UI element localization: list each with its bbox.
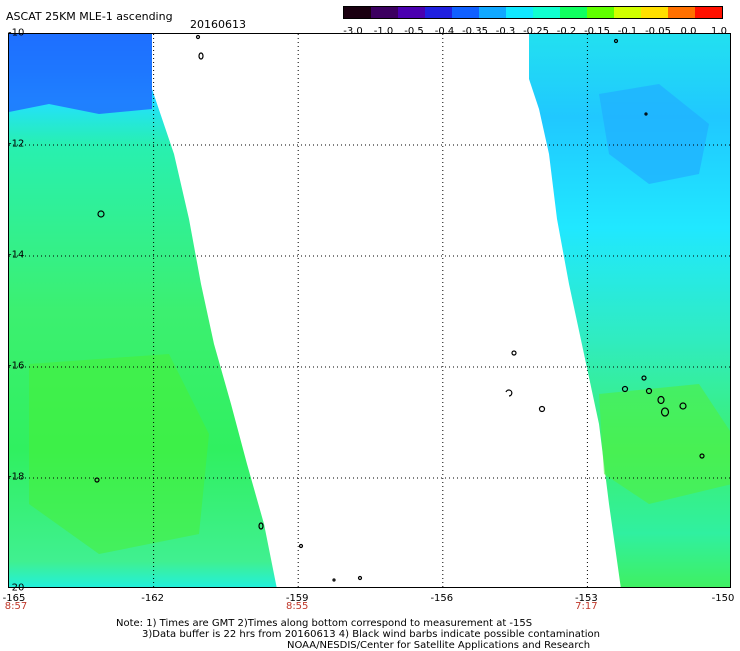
note-line-2: 3)Data buffer is 22 hrs from 20160613 4)… [142,629,600,640]
time-label: 8:55 [285,601,309,612]
longitude-label: -162 [141,593,164,604]
map-svg [9,34,730,587]
colorbar-swatch [398,7,425,18]
colorbar-label: -0.4 [434,26,455,37]
time-label: 8:57 [4,601,28,612]
island-outlines [94,34,705,582]
colorbar-swatch [425,7,452,18]
colorbar-label: -3.0 [343,26,363,37]
colorbar-label: -0.3 [495,26,516,37]
left-swath-blue-patch [9,34,152,114]
colorbar-swatch [641,7,668,18]
longitude-label: -156 [430,593,454,604]
map-date: 20160613 [190,18,246,31]
colorbar-swatch [344,7,371,18]
latitude-label: -20 [8,582,25,594]
longitude-label: -165 [2,593,26,604]
map-plot [8,33,731,588]
grid-lines [9,34,730,587]
colorbar-swatch [668,7,695,18]
colorbar-label: 0.0 [680,26,697,37]
colorbar-swatch [560,7,587,18]
time-label: 7:17 [575,601,598,612]
note-line-3: NOAA/NESDIS/Center for Satellite Applica… [287,640,591,651]
colorbar-label: -0.35 [462,26,488,37]
longitude-label: -159 [285,593,309,604]
colorbar [343,6,723,19]
colorbar-label: 1.0 [711,26,727,37]
colorbar-swatch [587,7,614,18]
colorbar-swatch [695,7,722,18]
latitude-label: -18 [8,471,25,483]
latitude-label: -14 [8,249,25,261]
latitude-label: -12 [8,138,25,150]
colorbar-label: -0.25 [523,26,549,37]
longitude-label: -153 [575,593,598,604]
colorbar-label: -1.0 [373,26,394,37]
map-title: ASCAT 25KM MLE-1 ascending [6,10,173,23]
colorbar-swatch [371,7,398,18]
latitude-label: -10 [8,27,25,39]
right-swath-blue-patch [599,84,709,184]
colorbar-swatch [614,7,641,18]
colorbar-label: -0.1 [617,26,638,37]
note-line-1: Note: 1) Times are GMT 2)Times along bot… [116,618,533,629]
colorbar-swatch [506,7,533,18]
right-swath-green-patch [599,384,730,504]
left-swath-green-patch [29,354,209,554]
latitude-label: -16 [8,360,25,372]
colorbar-label: -0.05 [645,26,671,37]
longitude-label: -150 [711,593,735,604]
colorbar-swatch [452,7,479,18]
colorbar-label: -0.15 [584,26,610,37]
colorbar-label: -0.5 [404,26,424,37]
colorbar-swatch [479,7,506,18]
colorbar-label: -0.2 [556,26,577,37]
colorbar-swatch [533,7,560,18]
